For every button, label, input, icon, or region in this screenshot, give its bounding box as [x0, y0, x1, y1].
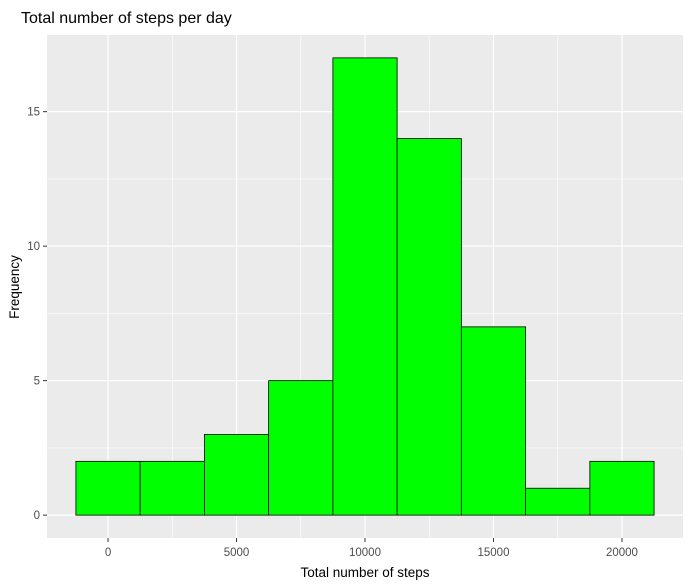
y-tick-label: 10	[27, 241, 40, 253]
x-tick-label: 5000	[224, 547, 250, 559]
histogram-bar-2	[139, 460, 205, 516]
x-tick-label: 20000	[606, 547, 638, 559]
y-axis: 0 5 10 15	[27, 107, 47, 522]
histogram-bar-4	[268, 380, 334, 516]
x-axis: 0 5000 10000 15000 20000	[105, 538, 638, 559]
y-axis-title: Frequency	[7, 255, 22, 319]
histogram-bar-9	[589, 460, 655, 516]
x-axis-title: Total number of steps	[300, 565, 429, 580]
histogram-bar-8	[525, 487, 591, 516]
histogram-bar-7	[460, 326, 527, 516]
histogram-bar-6	[396, 138, 462, 516]
histogram-bar-3	[203, 434, 270, 516]
chart-title: Total number of steps per day	[21, 10, 232, 27]
x-tick-label: 0	[105, 547, 111, 559]
y-tick-label: 5	[34, 376, 40, 388]
x-tick-label: 15000	[477, 547, 509, 559]
y-tick-label: 0	[34, 510, 40, 522]
histogram-bar-5	[332, 57, 398, 516]
histogram-bar-1	[75, 460, 141, 516]
x-tick-label: 10000	[349, 547, 381, 559]
y-tick-label: 15	[27, 107, 40, 119]
histogram-bars	[75, 57, 655, 516]
